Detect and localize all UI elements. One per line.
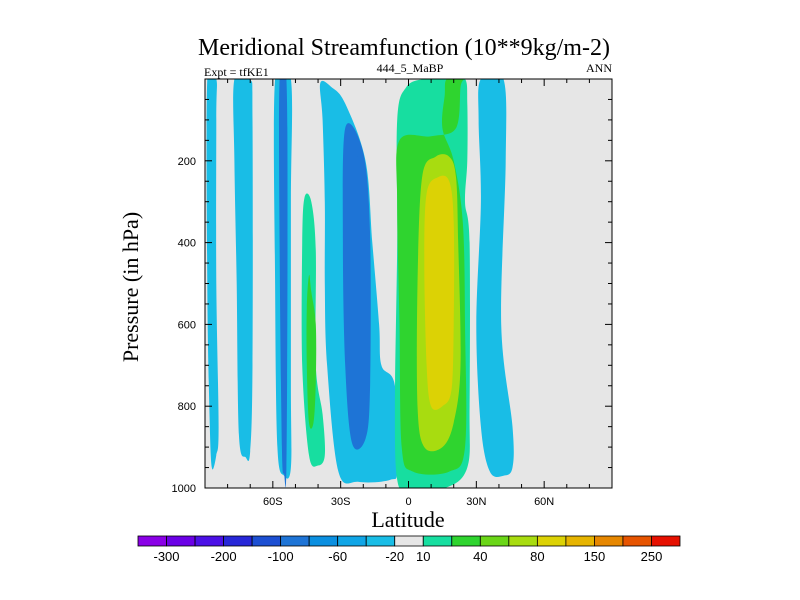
contour-region--20 [233,79,253,462]
y-axis-title: Pressure (in hPa) [118,212,143,362]
colorbar-swatch [223,535,253,547]
contour-region-150 [424,175,455,410]
contour-region--60 [281,79,285,471]
colorbar-swatch [651,535,681,547]
colorbar-swatch [422,535,453,547]
colorbar-swatch [451,535,481,547]
x-tick-label: 60S [263,496,283,508]
colorbar-label: 40 [473,549,487,564]
colorbar: -300 -200 -100 -60 -20 10 40 80 150 250 [137,535,681,564]
colorbar-swatch [565,535,595,547]
y-tick-label: 200 [178,156,196,168]
subtitle-right: ANN [586,61,612,75]
axes: 60S 30S 0 30N 60N 200 400 600 800 1000 [172,78,613,508]
subtitle-center: 444_5_MaBP [377,61,444,75]
y-tick-label: 1000 [172,483,196,495]
colorbar-swatch [194,535,224,547]
colorbar-label: -100 [268,549,294,564]
x-tick-label: 30N [466,496,486,508]
colorbar-swatch [251,535,282,547]
colorbar-label: -60 [328,549,347,564]
colorbar-label: -200 [211,549,237,564]
x-tick-label: 60N [534,496,554,508]
y-tick-label: 800 [178,401,196,413]
colorbar-label: -300 [154,549,180,564]
x-tick-label: 30S [331,496,351,508]
colorbar-swatch [308,535,339,547]
y-tick-label: 600 [178,319,196,331]
colorbar-swatch [622,535,652,547]
colorbar-label: 150 [584,549,606,564]
y-tick-label: 400 [178,238,196,250]
colorbar-swatch [137,535,167,547]
colorbar-swatch [280,535,310,547]
colorbar-swatch [166,535,196,547]
contour-region--20 [476,79,514,477]
colorbar-swatch [394,535,424,547]
colorbar-label: 80 [530,549,544,564]
plot-area [205,79,612,488]
chart-title: Meridional Streamfunction (10**9kg/m-2) [198,35,610,61]
colorbar-label: 250 [641,549,663,564]
colorbar-swatch [365,535,396,547]
contour-region-40 [306,274,317,429]
colorbar-swatch [508,535,538,547]
subtitle-left: Expt = tfKE1 [204,65,269,79]
colorbar-label: -20 [385,549,404,564]
colorbar-swatch [337,535,367,547]
x-tick-label: 0 [405,496,411,508]
colorbar-swatch [594,535,624,547]
contour-region--20 [206,79,219,470]
colorbar-label: 10 [416,549,430,564]
colorbar-swatch [536,535,567,547]
x-axis-title: Latitude [371,507,444,532]
colorbar-swatch [479,535,510,547]
contour-regions [206,79,514,488]
contour-region--60 [349,151,367,403]
